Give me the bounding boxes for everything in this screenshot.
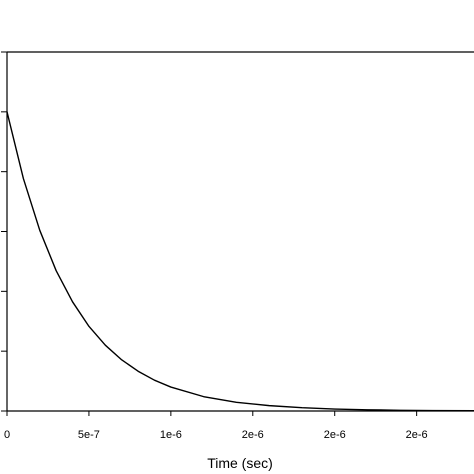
x-tick-label: 0 xyxy=(4,429,10,441)
x-tick-label: 2e-6 xyxy=(406,429,428,441)
plot-area xyxy=(6,111,474,412)
x-tick-label: 1e-6 xyxy=(160,429,182,441)
x-tick-label: 2e-6 xyxy=(242,429,264,441)
x-tick-label: 5e-7 xyxy=(78,429,100,441)
series-line xyxy=(6,111,474,412)
y-axis-ticks xyxy=(1,51,7,412)
x-tick-label: 2e-6 xyxy=(324,429,346,441)
x-axis-ticks: 0 5e-7 1e-6 2e-6 2e-6 2e-6 xyxy=(4,411,428,441)
axes xyxy=(6,51,474,412)
x-axis-label: Time (sec) xyxy=(207,455,273,471)
